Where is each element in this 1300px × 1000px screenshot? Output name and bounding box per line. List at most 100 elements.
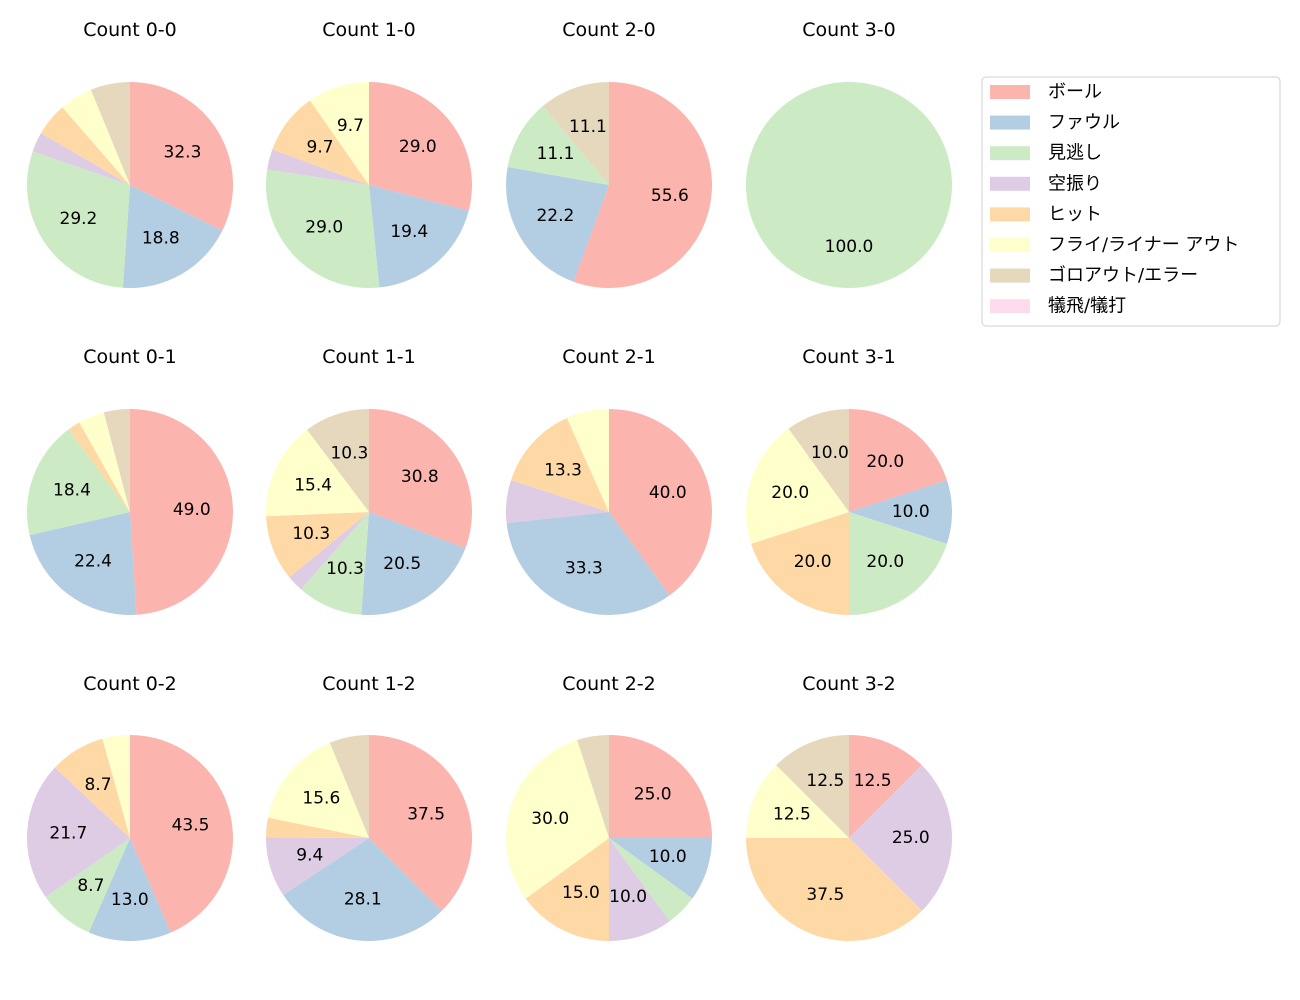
legend-swatch (990, 299, 1030, 314)
slice-label: 15.0 (562, 883, 600, 903)
legend-label: ヒット (1048, 204, 1102, 225)
slice-label: 12.5 (806, 771, 844, 791)
legend-swatch (990, 268, 1030, 283)
pie-count-2-2: Count 2-2 25.0 10.010.0 15.0 30.0 (506, 673, 712, 941)
pie-slice-6 (329, 735, 369, 838)
slice-label: 22.2 (536, 206, 574, 226)
pie-slice-2 (507, 106, 609, 185)
pie-count-2-1: Count 2-1 40.0 33.3 13.3 (506, 346, 713, 615)
legend-swatch (990, 146, 1030, 161)
pie-slice-5 (566, 409, 609, 512)
pie-slice-3 (26, 767, 131, 898)
slice-label: 29.0 (399, 137, 437, 157)
pie-slice-2 (26, 151, 131, 288)
slice-label: 30.8 (401, 467, 439, 487)
legend-swatch (990, 115, 1030, 130)
slice-label: 11.1 (569, 117, 607, 137)
slice-label: 18.4 (53, 481, 91, 501)
legend-swatch (990, 207, 1030, 222)
pie-slice-2 (26, 429, 130, 536)
slice-label: 10.0 (811, 443, 849, 463)
pie-slice-6 (776, 735, 849, 838)
pie-title: Count 1-2 (322, 673, 416, 695)
legend-label: 空振り (1048, 173, 1102, 194)
pie-slice-5 (79, 412, 130, 512)
legend-label: ボール (1048, 82, 1102, 103)
pie-slice-0 (609, 735, 712, 838)
slice-label: 11.1 (537, 144, 575, 164)
pie-slice-5 (310, 82, 369, 185)
slice-label: 32.3 (164, 142, 202, 162)
pie-title: Count 2-2 (562, 673, 656, 695)
legend-label: ファウル (1048, 112, 1120, 133)
slice-label: 28.1 (344, 889, 382, 909)
pie-slice-4 (266, 817, 369, 838)
pie-slice-0 (130, 409, 234, 615)
slice-label: 33.3 (565, 558, 603, 578)
pie-slice-3 (289, 512, 369, 590)
slice-label: 19.4 (390, 222, 428, 242)
pie-slice-2 (609, 838, 693, 922)
slice-label: 8.7 (84, 775, 111, 795)
pie-slice-3 (506, 480, 609, 523)
pie-slice-2 (849, 512, 947, 615)
legend-frame (981, 76, 1281, 327)
pie-slice-1 (609, 838, 712, 899)
pie-count-1-1: Count 1-1 30.8 20.5 10.3 10.3 15.4 10.3 (266, 346, 472, 615)
slice-label: 21.7 (49, 824, 87, 844)
pie-slice-6 (307, 409, 369, 512)
slice-label: 40.0 (649, 483, 687, 503)
pie-slice-6 (542, 82, 609, 185)
pie-slice-1 (283, 838, 442, 941)
pie-slice-0 (849, 735, 922, 838)
pie-slice-1 (88, 838, 171, 941)
pie-slice-3 (609, 838, 670, 941)
pie-slice-4 (272, 100, 369, 185)
slice-label: 55.6 (651, 186, 689, 206)
legend-label: ゴロアウト/エラー (1048, 265, 1198, 286)
pie-slice-0 (130, 735, 233, 933)
legend-label: フライ/ライナー アウト (1048, 235, 1239, 256)
slice-label: 20.0 (866, 552, 904, 572)
pie-title: Count 1-0 (322, 19, 416, 41)
pie-slice-6 (103, 409, 130, 512)
slice-label: 15.4 (294, 476, 332, 496)
pie-title: Count 0-0 (83, 19, 177, 41)
pie-title: Count 0-2 (83, 673, 177, 695)
pie-slice-2 (300, 512, 369, 615)
pie-title: Count 3-2 (802, 673, 896, 695)
pie-slice-6 (90, 82, 130, 185)
pie-slice-3 (266, 837, 369, 896)
pie-title: Count 0-1 (83, 346, 177, 368)
pie-slice-1 (122, 185, 223, 288)
slice-label: 100.0 (825, 237, 874, 257)
pie-slice-1 (506, 512, 670, 615)
pie-slice-0 (369, 82, 472, 211)
slice-label: 25.0 (892, 828, 930, 848)
pie-slice-0 (609, 409, 713, 596)
slice-label: 13.0 (111, 890, 149, 910)
pie-title: Count 1-1 (322, 346, 416, 368)
slice-label: 10.3 (292, 524, 330, 544)
pie-slice-4 (746, 838, 922, 941)
pie-slice-5 (102, 735, 130, 838)
pie-slice-1 (29, 512, 137, 615)
pie-slice-3 (267, 149, 369, 185)
pie-slice-4 (525, 838, 609, 941)
pie-title: Count 2-1 (562, 346, 656, 368)
slice-label: 22.4 (74, 552, 112, 572)
pie-slice-6 (788, 409, 849, 512)
slice-label: 20.5 (383, 554, 421, 574)
pie-slice-6 (577, 735, 609, 838)
slice-label: 10.3 (326, 559, 364, 579)
pie-count-1-2: Count 1-2 37.5 28.1 9.4 15.6 (266, 673, 472, 941)
pie-slice-4 (266, 512, 369, 578)
slice-label: 37.5 (407, 804, 445, 824)
pie-slice-1 (369, 185, 469, 288)
legend-label: 見逃し (1048, 143, 1102, 164)
pie-slice-1 (361, 512, 466, 615)
pie-count-3-1: Count 3-120.010.020.020.020.010.0 (746, 346, 952, 615)
pie-slice-2 (266, 169, 380, 288)
slice-label: 15.6 (302, 789, 340, 809)
